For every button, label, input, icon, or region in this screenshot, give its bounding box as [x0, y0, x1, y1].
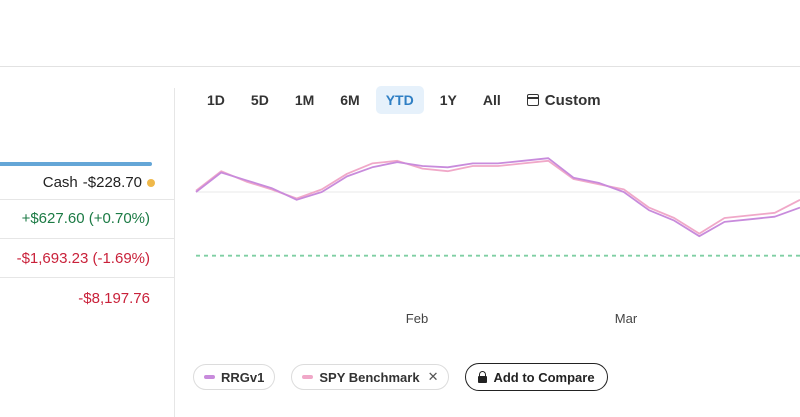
- allocation-fill: [0, 162, 152, 166]
- cash-label: Cash: [42, 174, 78, 191]
- calendar-icon: [526, 94, 539, 106]
- legend-swatch-icon: [302, 375, 314, 379]
- tab-custom-label: Custom: [544, 91, 601, 109]
- legend-item-spy-benchmark[interactable]: SPY Benchmark ✕: [291, 364, 450, 390]
- legend-label: RRGv1: [221, 369, 265, 385]
- cash-value: -$228.70: [82, 174, 142, 191]
- tab-ytd[interactable]: YTD: [375, 86, 424, 114]
- remove-benchmark-close-icon[interactable]: ✕: [427, 369, 439, 384]
- total-return-value: -$1,693.23 (-1.69%): [16, 250, 150, 267]
- tab-custom[interactable]: Custom: [517, 86, 611, 114]
- cash-row: Cash -$228.70: [43, 174, 155, 191]
- tab-1m[interactable]: 1M: [285, 86, 324, 114]
- performance-chart[interactable]: Feb Mar: [176, 120, 800, 340]
- header-divider: [0, 66, 800, 67]
- x-tick-feb: Feb: [406, 311, 428, 326]
- timeframe-tabs: 1D 5D 1M 6M YTD 1Y All Custom: [197, 86, 617, 114]
- legend-swatch-icon: [204, 375, 215, 379]
- add-to-compare-button[interactable]: Add to Compare: [465, 363, 608, 391]
- row-divider: [0, 277, 174, 278]
- day-gain-value: +$627.60 (+0.70%): [21, 210, 150, 227]
- series-line-rrgv1: [195, 157, 800, 238]
- tab-all[interactable]: All: [473, 86, 511, 114]
- add-to-compare-label: Add to Compare: [493, 369, 595, 385]
- allocation-bar: [0, 162, 152, 166]
- legend-label: SPY Benchmark: [319, 369, 420, 385]
- legend-item-rrgv1[interactable]: RRGv1: [193, 364, 276, 390]
- panel-divider: [174, 88, 175, 417]
- cash-dot-icon: [147, 178, 155, 187]
- lock-icon: [478, 370, 488, 383]
- tab-5d[interactable]: 5D: [241, 86, 279, 114]
- loss-value: -$8,197.76: [78, 290, 150, 307]
- tab-6m[interactable]: 6M: [330, 86, 369, 114]
- x-tick-mar: Mar: [615, 311, 638, 326]
- tab-1d[interactable]: 1D: [197, 86, 235, 114]
- tab-1y[interactable]: 1Y: [430, 86, 467, 114]
- row-divider: [0, 238, 174, 239]
- row-divider: [0, 199, 174, 200]
- series-line-spy-benchmark: [195, 159, 800, 235]
- chart-legend: RRGv1 SPY Benchmark ✕ Add to Compare: [193, 363, 608, 391]
